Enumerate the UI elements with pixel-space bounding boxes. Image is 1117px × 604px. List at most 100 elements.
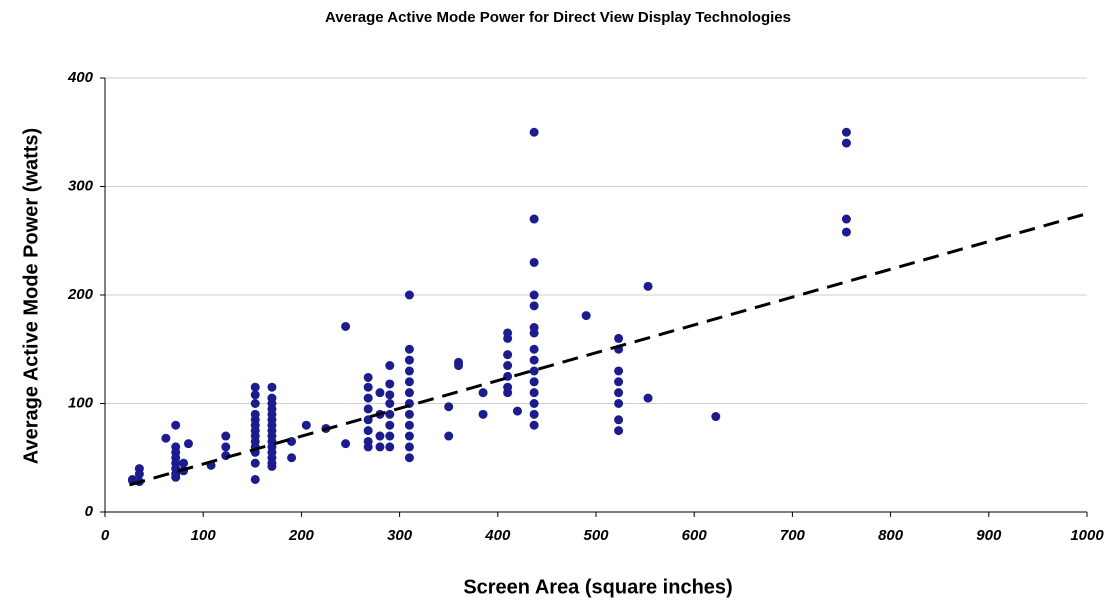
data-point [385, 420, 395, 430]
data-point [529, 301, 539, 311]
data-point [529, 290, 539, 300]
data-point [301, 420, 311, 430]
data-point [363, 426, 373, 436]
x-tick-label: 500 [583, 527, 609, 544]
data-point [404, 290, 414, 300]
data-point [404, 366, 414, 376]
data-point [614, 366, 624, 376]
data-point [478, 409, 488, 419]
data-point [614, 415, 624, 425]
data-point [614, 426, 624, 436]
data-point [529, 377, 539, 387]
trend-line [129, 212, 1088, 487]
data-point [385, 409, 395, 419]
data-point [221, 431, 231, 441]
data-point [341, 439, 351, 449]
data-point [385, 399, 395, 408]
data-point [614, 399, 624, 408]
data-point [363, 382, 373, 392]
data-point [444, 402, 454, 412]
data-point [529, 388, 539, 398]
data-point [385, 361, 395, 371]
data-point [375, 442, 385, 452]
data-point [529, 257, 539, 267]
data-point [643, 281, 653, 291]
x-tick-label: 0 [101, 527, 110, 544]
y-tick-label: 200 [67, 286, 94, 303]
x-tick-label: 600 [682, 527, 708, 544]
data-point [643, 393, 653, 403]
x-tick-label: 1000 [1070, 527, 1104, 544]
y-axis-label: Average Active Mode Power (watts) [20, 128, 42, 464]
data-point [529, 420, 539, 430]
data-point [503, 333, 513, 343]
data-point [404, 388, 414, 398]
x-tick-label: 300 [387, 527, 413, 544]
data-point [363, 442, 373, 452]
data-point [529, 366, 539, 376]
data-point [341, 321, 351, 331]
data-point [841, 127, 851, 137]
data-point [287, 436, 297, 446]
data-point [179, 458, 189, 468]
y-tick-label: 300 [68, 177, 94, 194]
data-point [841, 227, 851, 237]
data-point [287, 453, 297, 463]
data-point [385, 379, 395, 389]
data-point [363, 393, 373, 403]
data-point [404, 453, 414, 463]
data-point [404, 409, 414, 419]
data-point [404, 344, 414, 354]
data-point [404, 442, 414, 452]
chart-title: Average Active Mode Power for Direct Vie… [325, 9, 791, 26]
data-point [529, 409, 539, 419]
data-point [250, 390, 260, 400]
data-point [250, 382, 260, 392]
x-tick-label: 200 [288, 527, 315, 544]
data-point [171, 420, 181, 430]
data-point [711, 412, 721, 422]
y-tick-label: 100 [68, 394, 94, 411]
x-tick-label: 400 [484, 527, 511, 544]
x-tick-label: 700 [780, 527, 806, 544]
data-point [183, 439, 193, 449]
data-point [267, 461, 277, 471]
data-point [503, 388, 513, 398]
data-point [375, 388, 385, 398]
data-point [529, 127, 539, 137]
data-point [363, 372, 373, 382]
data-point [385, 431, 395, 441]
data-point [512, 406, 522, 416]
data-point [503, 361, 513, 371]
data-point [385, 442, 395, 452]
data-point [529, 344, 539, 354]
data-point [841, 214, 851, 224]
data-point [385, 390, 395, 400]
data-point [444, 431, 454, 441]
data-point [529, 399, 539, 408]
data-point [404, 377, 414, 387]
x-tick-label: 900 [976, 527, 1002, 544]
data-point [171, 472, 181, 482]
data-point [221, 442, 231, 452]
data-point [614, 388, 624, 398]
data-point [581, 311, 591, 321]
data-point [841, 138, 851, 148]
x-axis-label: Screen Area (square inches) [463, 576, 732, 598]
data-point [529, 355, 539, 365]
data-point [478, 388, 488, 398]
data-point [454, 361, 464, 371]
data-point [250, 474, 260, 484]
data-point [529, 328, 539, 338]
data-point [250, 399, 260, 408]
y-tick-label: 400 [67, 69, 94, 86]
y-tick-label: 0 [85, 503, 94, 520]
data-point [363, 404, 373, 414]
x-tick-label: 100 [191, 527, 217, 544]
data-point [404, 420, 414, 430]
x-tick-label: 800 [878, 527, 904, 544]
data-point [267, 382, 277, 392]
data-point [127, 474, 137, 484]
data-point [614, 333, 624, 343]
